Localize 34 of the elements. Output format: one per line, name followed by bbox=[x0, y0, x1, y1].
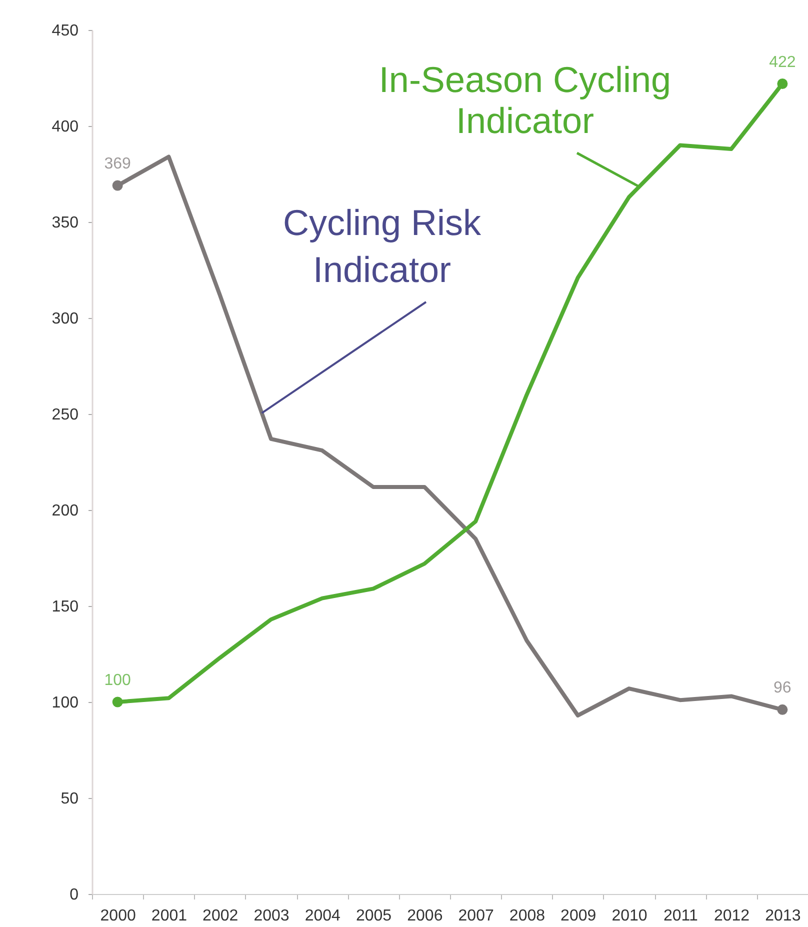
data-label: 96 bbox=[774, 680, 792, 697]
y-tick-label: 50 bbox=[60, 790, 79, 808]
series-label: Cycling Risk Indicator bbox=[282, 202, 482, 290]
data-label: 369 bbox=[104, 156, 132, 173]
point bbox=[112, 696, 123, 708]
x-tick-label: 2001 bbox=[151, 908, 188, 924]
x-tick-label: 2008 bbox=[509, 908, 546, 924]
point bbox=[777, 78, 788, 89]
y-tick-label: 200 bbox=[52, 502, 79, 520]
x-tick-label: 2009 bbox=[560, 908, 596, 924]
point bbox=[777, 704, 788, 715]
x-tick-label: 2007 bbox=[458, 908, 494, 924]
x-tick-label: 2011 bbox=[663, 908, 698, 924]
y-tick-label: 100 bbox=[52, 694, 79, 712]
x-tick-label: 2003 bbox=[254, 908, 290, 924]
x-tick-label: 2012 bbox=[714, 908, 750, 924]
x-tick-label: 2005 bbox=[356, 908, 392, 924]
point bbox=[112, 180, 123, 191]
y-tick-label: 250 bbox=[52, 406, 79, 424]
series-label: In-Season Cycling Indicator bbox=[378, 59, 672, 141]
x-tick-label: 2006 bbox=[407, 908, 443, 924]
x-tick-label: 2004 bbox=[304, 908, 341, 924]
x-tick-label: 2013 bbox=[765, 908, 801, 924]
y-tick-label: 350 bbox=[52, 214, 79, 232]
x-tick-label: 2010 bbox=[612, 908, 648, 924]
y-tick-label: 400 bbox=[52, 118, 79, 136]
y-tick-label: 300 bbox=[52, 310, 79, 328]
data-label: 422 bbox=[769, 54, 796, 71]
y-tick-label: 150 bbox=[52, 598, 79, 616]
y-tick-label: 0 bbox=[70, 886, 79, 904]
data-label: 100 bbox=[104, 672, 132, 689]
x-tick-label: 2000 bbox=[100, 908, 136, 924]
x-tick-label: 2002 bbox=[202, 908, 238, 924]
y-tick-label: 450 bbox=[52, 22, 79, 40]
